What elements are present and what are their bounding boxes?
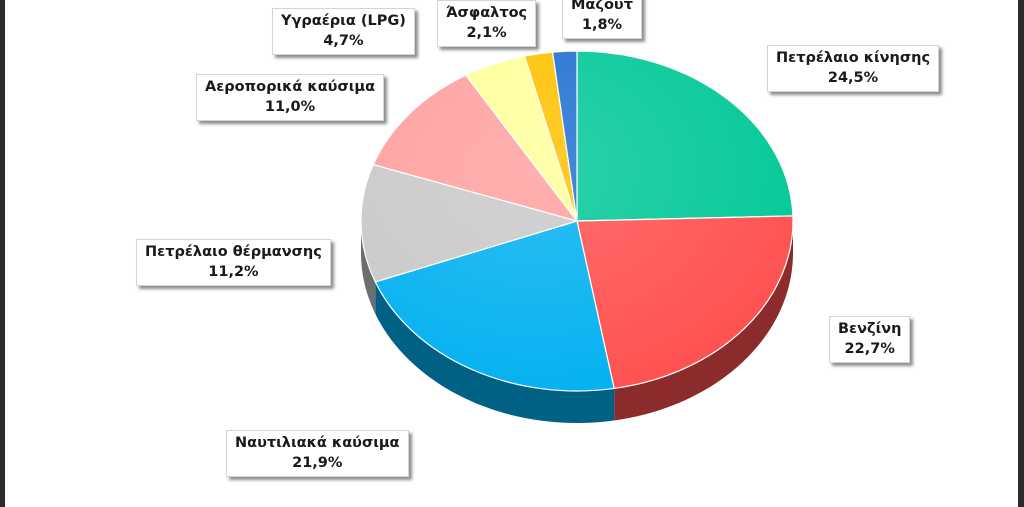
label-naftiliaka-kafsima-name: Ναυτιλιακά καύσιμα bbox=[235, 435, 400, 451]
label-aeroporika-kafsima-name: Αεροπορικά καύσιμα bbox=[205, 79, 376, 95]
label-venzini: Βενζίνη 22,7% bbox=[829, 316, 911, 363]
label-asfaltos: Άσφαλτος 2,1% bbox=[437, 0, 537, 47]
label-aeroporika-kafsima-value: 11,0% bbox=[264, 99, 316, 115]
pie-slice-πετρέλαιο-κίνησης bbox=[576, 50, 794, 222]
label-aeroporika-kafsima: Αεροπορικά καύσιμα 11,0% bbox=[196, 74, 385, 121]
label-petrelaio-thermansis-name: Πετρέλαιο θέρμανσης bbox=[145, 244, 322, 260]
pie-slice-βενζίνη bbox=[576, 215, 794, 390]
frame-left-border bbox=[0, 0, 5, 507]
label-mazout-name: Μαζούτ bbox=[571, 0, 633, 13]
label-naftiliaka-kafsima-value: 21,9% bbox=[292, 455, 343, 471]
label-venzini-value: 22,7% bbox=[844, 341, 895, 357]
label-petrelaio-kinisis-name: Πετρέλαιο κίνησης bbox=[776, 50, 931, 66]
label-asfaltos-name: Άσφαλτος bbox=[446, 5, 528, 21]
label-petrelaio-kinisis: Πετρέλαιο κίνησης 24,5% bbox=[767, 45, 940, 92]
label-petrelaio-thermansis-value: 11,2% bbox=[208, 264, 259, 280]
label-ygraeria-lpg: Υγραέρια (LPG) 4,7% bbox=[272, 8, 415, 55]
label-mazout-value: 1,8% bbox=[581, 17, 623, 33]
label-venzini-name: Βενζίνη bbox=[838, 321, 902, 337]
label-naftiliaka-kafsima: Ναυτιλιακά καύσιμα 21,9% bbox=[226, 430, 409, 477]
frame-right-border bbox=[1018, 0, 1024, 507]
label-asfaltos-value: 2,1% bbox=[466, 25, 507, 41]
label-mazout: Μαζούτ 1,8% bbox=[562, 0, 642, 39]
label-petrelaio-kinisis-value: 24,5% bbox=[827, 70, 879, 86]
label-ygraeria-lpg-value: 4,7% bbox=[323, 33, 364, 49]
label-petrelaio-thermansis: Πετρέλαιο θέρμανσης 11,2% bbox=[136, 239, 331, 286]
label-ygraeria-lpg-name: Υγραέρια (LPG) bbox=[281, 13, 406, 29]
